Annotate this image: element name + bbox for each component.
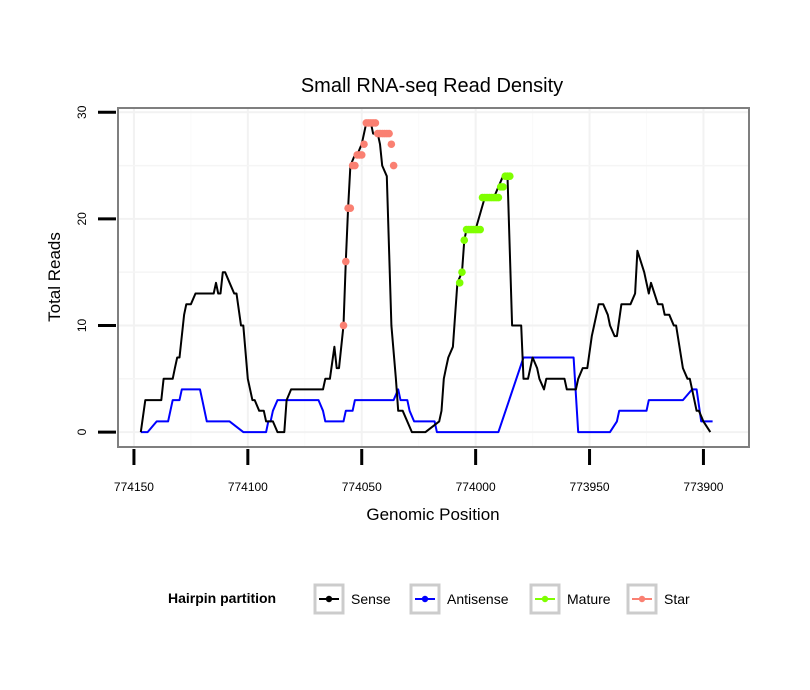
x-tick-label: 774050 (342, 480, 382, 494)
y-tick-label: 10 (75, 318, 89, 332)
x-tick-label: 774000 (456, 480, 496, 494)
plot-panel-border (117, 107, 750, 448)
x-tick-label: 774150 (114, 480, 154, 494)
data-point-mature (455, 279, 464, 287)
legend-key-point (325, 595, 333, 603)
legend-key-point (541, 595, 549, 603)
legend: Hairpin partition Sense Antisense Mature St… (168, 583, 690, 615)
legend-label: Mature (567, 591, 611, 607)
data-point-star (346, 204, 355, 213)
data-point-mature (494, 193, 503, 202)
y-axis-title: Total Reads (45, 232, 64, 322)
legend-key-point (638, 595, 646, 603)
x-tick-label: 773950 (570, 480, 610, 494)
data-point-star (360, 140, 368, 149)
series-line-antisense (140, 356, 713, 434)
y-tick-label: 20 (75, 212, 89, 226)
grid-lines (118, 108, 749, 447)
legend-label: Antisense (447, 591, 509, 607)
legend-item-mature: Mature (529, 583, 611, 615)
y-axis: 0 10 20 30 (75, 105, 116, 435)
data-point-star (387, 140, 396, 149)
x-tick-label: 774100 (228, 480, 268, 494)
data-point-mature (460, 236, 469, 244)
legend-item-sense: Sense (313, 583, 391, 615)
series-lines (139, 121, 713, 434)
series-line-sense (139, 121, 712, 434)
x-axis-title: Genomic Position (366, 505, 499, 524)
data-point-star (357, 151, 366, 159)
legend-key-point (421, 595, 429, 603)
data-point-mature (476, 225, 484, 234)
data-point-star (351, 161, 359, 170)
x-axis: 774150 774100 774050 774000 773950 773900 (114, 449, 724, 494)
data-point-star (371, 119, 380, 127)
data-point-star (339, 321, 348, 330)
y-tick-label: 0 (75, 428, 89, 435)
data-point-star (341, 257, 350, 266)
x-tick-label: 773900 (683, 480, 723, 494)
y-tick-label: 30 (75, 105, 89, 119)
legend-title: Hairpin partition (168, 590, 276, 606)
series-points (339, 119, 514, 330)
legend-item-antisense: Antisense (409, 583, 509, 615)
legend-label: Star (664, 591, 690, 607)
data-point-star (385, 129, 393, 138)
legend-item-star: Star (626, 583, 690, 615)
data-point-mature (506, 172, 514, 181)
data-point-mature (458, 268, 466, 276)
plot-panel-background (118, 108, 749, 447)
legend-label: Sense (351, 591, 391, 607)
data-point-mature (499, 183, 507, 191)
chart-title: Small RNA-seq Read Density (301, 75, 563, 97)
data-point-star (389, 161, 398, 170)
